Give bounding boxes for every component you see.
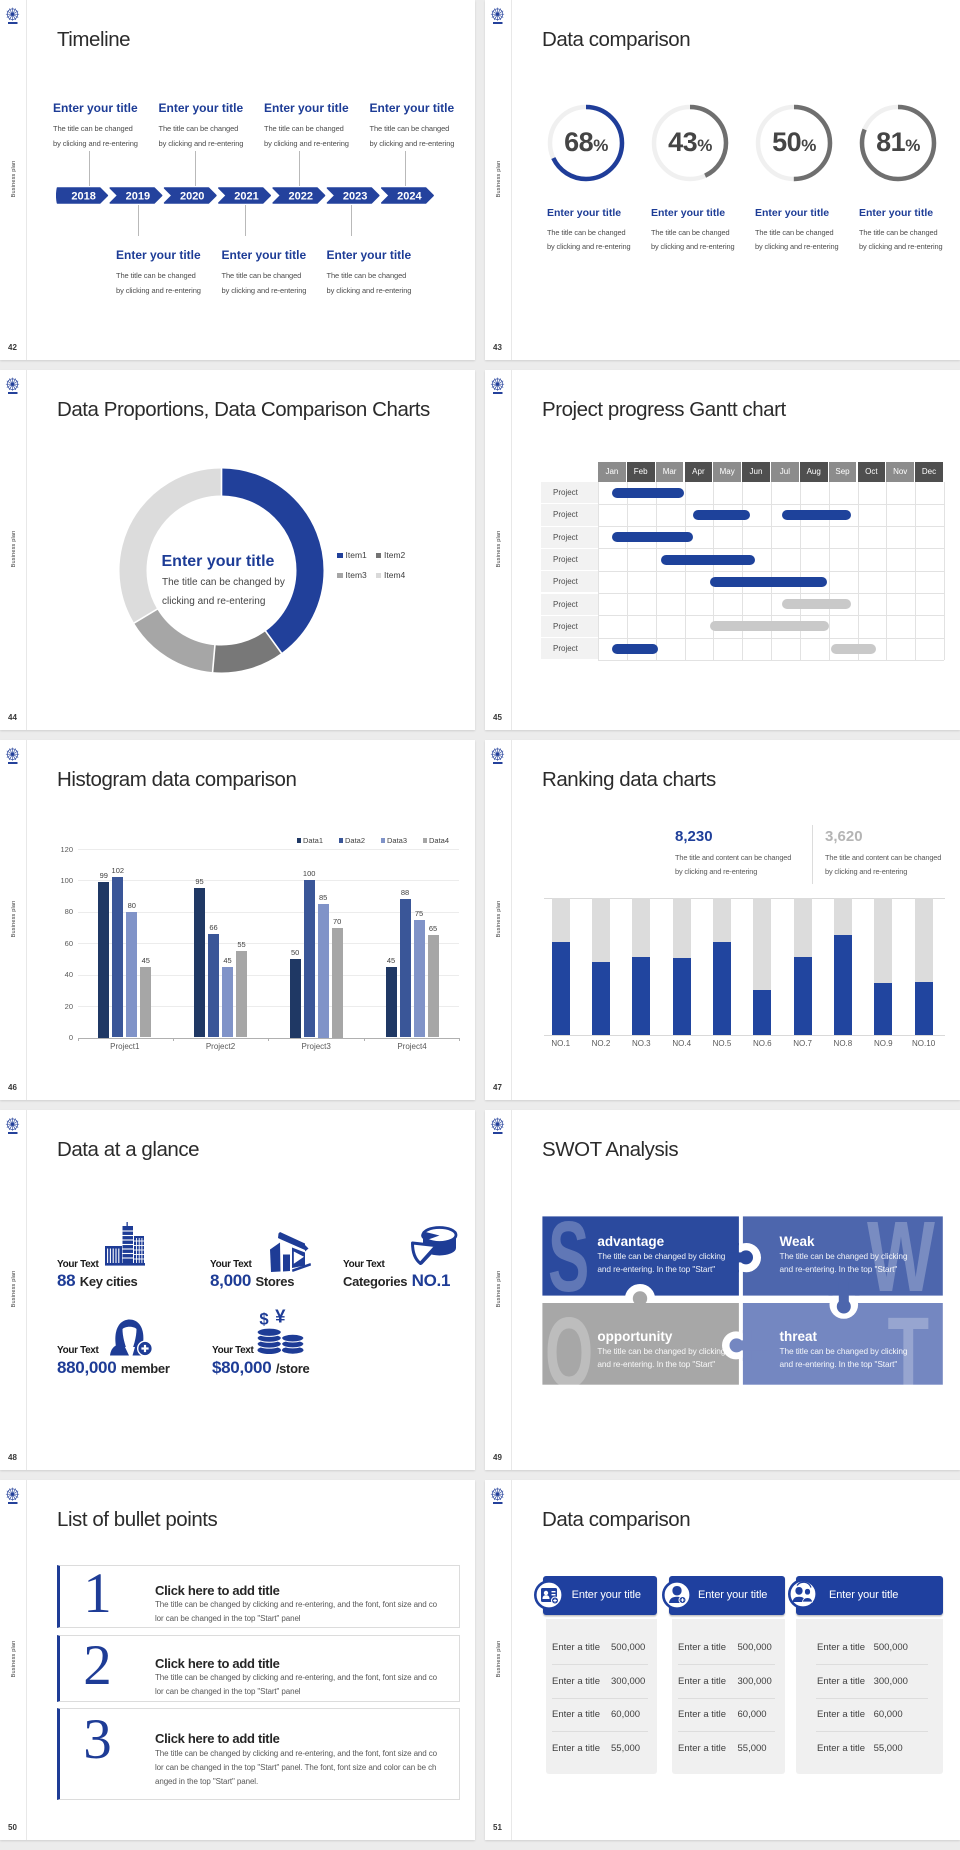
svg-text:$: $ [259,1310,269,1329]
svg-text:2024: 2024 [397,191,422,203]
svg-text:2020: 2020 [180,191,204,203]
svg-text:2021: 2021 [234,191,258,203]
svg-text:2022: 2022 [289,191,313,203]
svg-text:S: S [548,1201,589,1313]
svg-text:2023: 2023 [343,191,367,203]
svg-text:O: O [545,1297,593,1409]
svg-text:T: T [887,1298,929,1409]
svg-text:¥: ¥ [275,1309,286,1327]
svg-text:2019: 2019 [126,191,150,203]
svg-text:W: W [867,1201,936,1312]
svg-text:2018: 2018 [71,191,95,203]
